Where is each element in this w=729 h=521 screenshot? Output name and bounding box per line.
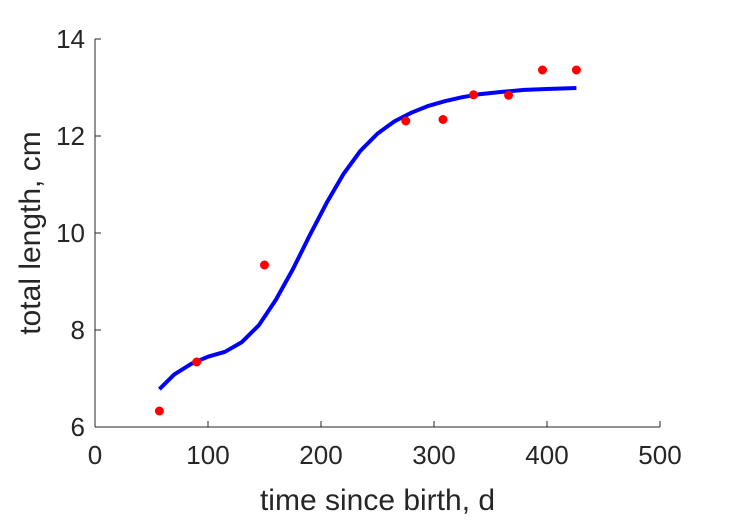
data-point [401,116,411,126]
data-point [469,90,479,100]
plot-area [154,65,581,416]
data-point [538,65,547,75]
y-tick-label: 10 [56,218,85,248]
x-axis-ticks: 0 100 200 300 400 500 [88,421,682,470]
x-tick-label: 500 [638,440,681,470]
data-point [154,406,164,416]
x-tick-label: 400 [525,440,568,470]
y-axis-label: total length, cm [14,131,47,334]
data-point [438,115,448,124]
y-tick-label: 8 [71,315,85,345]
x-axis-label: time since birth, d [260,484,495,517]
data-point [504,90,514,100]
x-tick-label: 0 [88,440,102,470]
x-tick-label: 100 [186,440,229,470]
data-point [571,65,581,75]
data-point [192,357,202,367]
data-point [260,260,269,270]
y-axis-ticks: 6 8 10 12 14 [56,24,101,442]
y-tick-label: 12 [56,121,85,151]
y-tick-label: 14 [56,24,85,54]
x-tick-label: 200 [299,440,342,470]
fitted-growth-curve [157,86,577,391]
y-tick-label: 6 [71,412,85,442]
x-tick-label: 300 [412,440,455,470]
